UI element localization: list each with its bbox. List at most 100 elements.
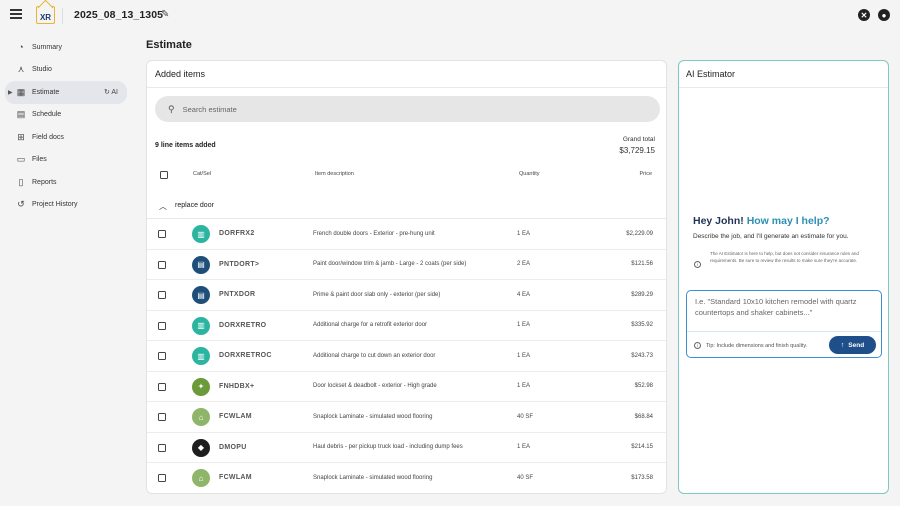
item-price: $52.98 [634, 383, 653, 389]
table-row[interactable]: ▥ DORXRETROC Additional charge to cut down… [147, 341, 666, 372]
sidebar-item-label: Reports [32, 178, 57, 186]
item-quantity: 1 EA [517, 230, 531, 237]
item-code[interactable]: DORFRX2 [219, 230, 255, 237]
line-item-count: 9 line items added [155, 142, 216, 149]
column-header-description[interactable]: Item description [315, 171, 354, 177]
paint-icon: ▤ [192, 286, 210, 304]
item-code[interactable]: DORXRETRO [219, 321, 267, 329]
app-logo[interactable]: XR [36, 6, 55, 24]
item-code[interactable]: DMOPU [219, 443, 247, 451]
sidebar-item-field-docs[interactable]: ⊞ Field docs [0, 126, 135, 149]
column-header-catsel[interactable]: Cat/Sel [193, 171, 212, 177]
info-icon: i [694, 342, 701, 349]
send-button[interactable]: ↑ Send [829, 336, 876, 354]
item-description: French double doors - Exterior - pre-hun… [313, 230, 435, 237]
gauge-icon: ◔ [18, 42, 24, 53]
column-header-price[interactable]: Price [639, 171, 652, 177]
ai-estimator-panel: AI Estimator Hey John! How may I help? D… [678, 60, 889, 494]
project-title: 2025_08_13_1305 [74, 9, 164, 21]
divider [62, 8, 63, 24]
row-checkbox[interactable] [158, 443, 166, 452]
select-all-checkbox[interactable] [160, 171, 168, 179]
row-checkbox[interactable] [158, 230, 166, 238]
table-row[interactable]: ▤ PNTXDOR Prime & paint door slab only - e… [147, 280, 666, 311]
xactimate-icon[interactable]: ✕ [858, 9, 870, 21]
item-code[interactable]: FNHDBX+ [219, 382, 255, 390]
sidebar-item-reports[interactable]: ▯ Reports [0, 171, 135, 194]
sidebar-item-label: Project History [32, 201, 78, 209]
item-code[interactable]: PNTXDOR [219, 291, 256, 298]
item-code[interactable]: PNTDORT> [219, 260, 260, 268]
flooring-icon: ⌂ [192, 469, 210, 487]
item-quantity: 1 EA [517, 322, 531, 328]
table-row[interactable]: ⌂ FCWLAM Snaplock Laminate - simulated woo… [147, 463, 666, 493]
ai-prompt-input[interactable] [695, 296, 875, 322]
sidebar-item-estimate[interactable]: ▶ ▦ Estimate ↻ AI [5, 81, 127, 104]
calculator-icon: ▦ [16, 86, 26, 97]
sidebar-item-label: Studio [32, 66, 52, 74]
item-description: Door lockset & deadbolt - exterior - Hig… [313, 383, 437, 389]
greeting-prefix: Hey John! [693, 215, 747, 227]
row-checkbox[interactable] [158, 291, 166, 299]
table-row[interactable]: ▥ DORFRX2 French double doors - Exterior -… [147, 219, 666, 250]
search-input[interactable] [182, 104, 483, 114]
field-docs-icon: ⊞ [17, 131, 25, 142]
sidebar-item-summary[interactable]: ◔ Summary [0, 36, 135, 59]
item-description: Prime & paint door slab only - exterior … [313, 291, 441, 298]
search-icon: ⚲ [168, 103, 175, 114]
ai-badge[interactable]: ↻ AI [103, 89, 118, 97]
table-row[interactable]: ▤ PNTDORT> Paint door/window trim & jamb -… [147, 250, 666, 280]
caret-right-icon[interactable]: ▶ [8, 89, 13, 96]
calendar-icon: ▤ [16, 109, 26, 120]
item-code[interactable]: DORXRETROC [219, 352, 272, 359]
row-checkbox[interactable] [158, 413, 166, 421]
table-row[interactable]: ◆ DMOPU Haul debris - per pickup truck loa… [147, 433, 666, 463]
sidebar-item-project-history[interactable]: ↺ Project History [0, 194, 135, 217]
search-bar[interactable]: ⚲ [155, 96, 660, 122]
ai-prompt-box: i Tip: Include dimensions and finish qua… [686, 290, 882, 358]
sidebar-item-files[interactable]: ▭ Files [0, 149, 135, 172]
item-quantity: 4 EA [517, 291, 531, 298]
item-code[interactable]: FCWLAM [219, 413, 252, 420]
ai-badge-label: AI [111, 89, 118, 97]
item-price: $243.73 [631, 352, 653, 359]
table-row[interactable]: ✦ FNHDBX+ Door lockset & deadbolt - exteri… [147, 372, 666, 402]
row-checkbox[interactable] [158, 321, 166, 330]
door-icon: ▥ [192, 316, 210, 335]
table-row[interactable]: ⌂ FCWLAM Snaplock Laminate - simulated woo… [147, 402, 666, 433]
menu-icon[interactable] [10, 9, 22, 21]
item-price: $121.56 [631, 261, 653, 267]
grand-total-label: Grand total [622, 136, 655, 143]
history-icon: ↺ [17, 199, 25, 210]
column-header-quantity[interactable]: Quantity [519, 171, 540, 177]
folder-icon: ▭ [16, 154, 26, 165]
table-row[interactable]: ▥ DORXRETRO Additional charge for a retrof… [147, 311, 666, 341]
greeting-accent: How may I help? [746, 215, 830, 227]
ai-tip: Tip: Include dimensions and finish quali… [706, 342, 808, 349]
grand-total-value: $3,729.15 [619, 146, 655, 155]
item-price: $214.15 [631, 444, 653, 450]
row-checkbox[interactable] [158, 474, 166, 482]
divider [679, 87, 888, 88]
debris-icon: ◆ [192, 438, 210, 457]
row-checkbox[interactable] [158, 382, 166, 391]
item-description: Snaplock Laminate - simulated wood floor… [313, 413, 433, 420]
divider [687, 331, 881, 332]
row-checkbox[interactable] [158, 352, 166, 360]
sidebar-item-studio[interactable]: ⋏ Studio [0, 59, 135, 82]
group-name: replace door [175, 202, 214, 209]
item-code[interactable]: FCWLAM [219, 474, 252, 481]
chevron-up-icon[interactable]: ︿ [159, 202, 167, 211]
send-label: Send [848, 341, 865, 349]
paint-icon: ▤ [192, 255, 210, 274]
item-quantity: 40 SF [517, 413, 534, 420]
row-checkbox[interactable] [158, 260, 166, 269]
item-quantity: 1 EA [517, 383, 531, 389]
group-header[interactable]: ︿ replace door [147, 193, 666, 219]
panel-title: AI Estimator [686, 69, 736, 79]
sidebar-item-schedule[interactable]: ▤ Schedule [0, 104, 135, 127]
added-items-panel: Added items ⚲ 9 line items added Grand t… [146, 60, 667, 494]
account-icon[interactable]: ● [878, 9, 890, 21]
item-description: Paint door/window trim & jamb - Large - … [313, 261, 467, 267]
pencil-icon[interactable]: ✎ [161, 9, 170, 20]
